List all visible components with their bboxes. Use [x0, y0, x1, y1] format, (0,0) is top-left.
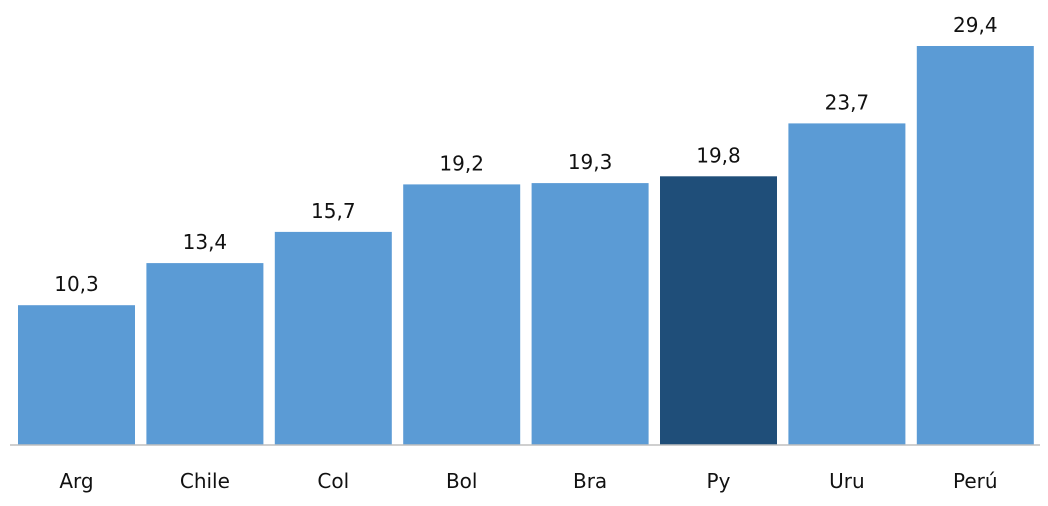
- x-tick-label-chile: Chile: [180, 469, 230, 493]
- x-tick-label-py: Py: [707, 469, 731, 493]
- x-tick-label-col: Col: [317, 469, 349, 493]
- x-tick-label-arg: Arg: [59, 469, 93, 493]
- value-label-py: 19,8: [696, 143, 741, 167]
- value-label-arg: 10,3: [54, 272, 99, 296]
- bar-py: [660, 176, 777, 446]
- x-tick-label-peru: Perú: [953, 469, 998, 493]
- value-label-peru: 29,4: [953, 13, 998, 37]
- bar-bol: [403, 184, 521, 445]
- bars-group: [18, 46, 1034, 446]
- value-labels-group: 10,3 13,4 15,7 19,2 19,3 19,8 23,7 29,4: [54, 13, 997, 296]
- bar-arg: [18, 305, 135, 445]
- x-tick-label-bra: Bra: [573, 469, 607, 493]
- value-label-bra: 19,3: [568, 150, 613, 174]
- bar-col: [274, 231, 392, 445]
- x-tick-label-bol: Bol: [446, 469, 478, 493]
- bar-bra: [531, 183, 649, 445]
- value-label-chile: 13,4: [183, 230, 228, 254]
- bar-uru: [788, 123, 906, 446]
- value-label-bol: 19,2: [439, 151, 484, 175]
- x-tick-labels-group: Arg Chile Col Bol Bra Py Uru Perú: [59, 469, 997, 493]
- bar-peru: [916, 46, 1034, 445]
- bar-chile: [146, 263, 264, 445]
- value-label-uru: 23,7: [825, 90, 870, 114]
- x-tick-label-uru: Uru: [829, 469, 865, 493]
- value-label-col: 15,7: [311, 199, 356, 223]
